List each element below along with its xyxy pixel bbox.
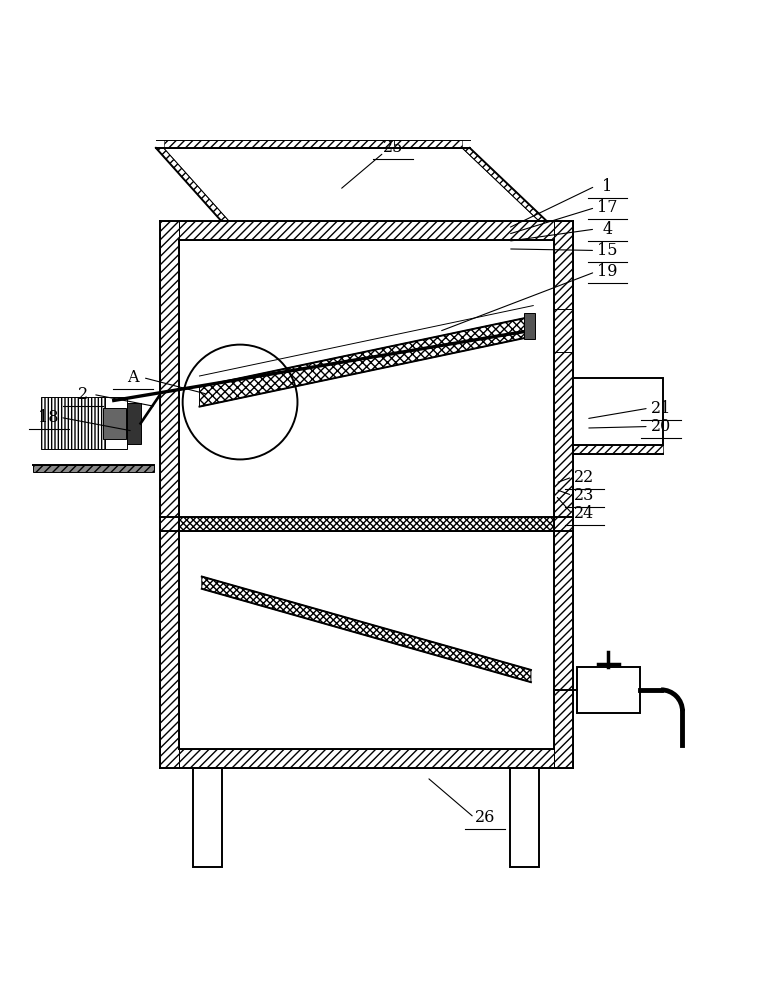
Text: 17: 17 [598, 199, 618, 216]
Polygon shape [554, 221, 573, 768]
Polygon shape [200, 316, 534, 407]
Polygon shape [462, 148, 546, 221]
Text: 23: 23 [574, 487, 594, 504]
Polygon shape [33, 465, 153, 472]
Text: 21: 21 [651, 400, 672, 417]
Text: 19: 19 [598, 263, 618, 280]
Polygon shape [179, 749, 554, 768]
Polygon shape [163, 148, 539, 221]
Text: 24: 24 [574, 505, 594, 522]
Polygon shape [202, 577, 531, 682]
Polygon shape [160, 517, 179, 531]
Polygon shape [126, 403, 140, 444]
Polygon shape [41, 397, 106, 449]
Polygon shape [193, 768, 222, 867]
Text: 22: 22 [574, 469, 594, 486]
Polygon shape [524, 313, 535, 339]
Polygon shape [179, 221, 554, 240]
Polygon shape [179, 517, 554, 531]
Text: 18: 18 [39, 409, 59, 426]
Text: 1: 1 [602, 178, 613, 195]
Text: 20: 20 [651, 418, 672, 435]
Text: 26: 26 [475, 809, 495, 826]
Polygon shape [156, 148, 228, 221]
Polygon shape [160, 221, 179, 768]
Text: 4: 4 [602, 221, 612, 238]
Polygon shape [573, 378, 663, 445]
Polygon shape [573, 445, 663, 454]
Polygon shape [179, 240, 554, 749]
Text: 2: 2 [78, 386, 88, 403]
Text: 15: 15 [598, 242, 618, 259]
Polygon shape [510, 768, 539, 867]
Text: A: A [127, 369, 139, 386]
Polygon shape [103, 408, 126, 439]
Polygon shape [554, 517, 573, 531]
Polygon shape [106, 397, 126, 449]
Polygon shape [163, 140, 462, 148]
Polygon shape [577, 667, 640, 713]
Text: 25: 25 [383, 139, 403, 156]
